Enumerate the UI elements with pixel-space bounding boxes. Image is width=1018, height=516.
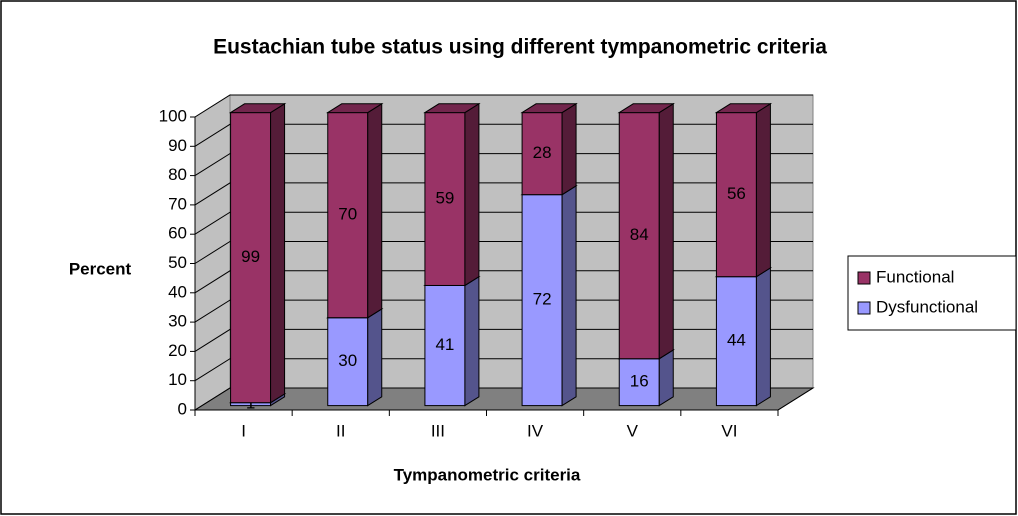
- data-label: 28: [533, 143, 552, 162]
- bar-top: [520, 103, 578, 114]
- bar-side: [561, 102, 577, 196]
- data-label: 84: [630, 225, 649, 244]
- y-tick-label: 60: [168, 224, 187, 243]
- data-label: 56: [727, 184, 746, 203]
- bar-front: [521, 194, 563, 407]
- data-label: 30: [338, 351, 357, 370]
- data-label: 44: [727, 331, 746, 350]
- bar-top: [714, 103, 773, 114]
- x-axis-title: Tympanometric criteria: [394, 465, 581, 484]
- y-tick-label: 100: [159, 106, 187, 125]
- bar-front: [424, 284, 466, 407]
- y-axis-title: Percent: [69, 259, 132, 278]
- y-tick-label: 30: [168, 312, 187, 331]
- bar-side: [658, 349, 674, 407]
- chart-title: Eustachian tube status using different t…: [213, 36, 827, 59]
- bar-side: [464, 102, 480, 287]
- y-tick-label: 10: [168, 370, 187, 389]
- bar-front: [424, 112, 466, 286]
- legend-box: [847, 255, 1017, 331]
- legend-label: Functional: [876, 267, 954, 286]
- x-tick-label: I: [241, 421, 246, 440]
- bar-side: [561, 184, 577, 407]
- bar-front: [230, 112, 272, 404]
- y-tick-label: 0: [178, 399, 187, 418]
- data-label: 72: [533, 290, 552, 309]
- y-tick-label: 70: [168, 194, 187, 213]
- bar-side: [755, 102, 771, 278]
- data-label: 70: [338, 205, 357, 224]
- x-tick-label: V: [627, 421, 639, 440]
- grid-line: [194, 270, 813, 294]
- legend-swatch: [857, 271, 871, 285]
- legend-label: Dysfunctional: [876, 297, 978, 316]
- data-label: 99: [241, 247, 260, 266]
- grid-line: [194, 387, 813, 411]
- grid-line: [194, 299, 813, 323]
- grid-line: [194, 328, 813, 352]
- grid-line: [194, 182, 813, 206]
- bar-top: [326, 103, 384, 114]
- y-tick-label: 50: [168, 253, 187, 272]
- floor-edge: [777, 387, 814, 411]
- grid-line: [194, 241, 813, 264]
- bar-side: [270, 102, 286, 404]
- bar-front: [521, 112, 563, 196]
- bar-top: [617, 103, 675, 114]
- bar-side: [464, 275, 480, 407]
- bar-front: [715, 276, 757, 407]
- bar-top: [228, 103, 287, 114]
- grid-line: [194, 94, 813, 118]
- bar-front: [327, 317, 369, 407]
- data-label: 16: [630, 372, 649, 391]
- y-tick-label: 80: [168, 165, 187, 184]
- data-label: 59: [435, 189, 454, 208]
- data-label: 41: [435, 335, 454, 354]
- bar-front: [327, 112, 369, 319]
- y-tick-label: 20: [168, 341, 187, 360]
- x-tick-label: III: [431, 421, 445, 440]
- legend-swatch: [857, 301, 871, 315]
- x-tick-label: VI: [721, 421, 737, 440]
- bar-side: [367, 102, 383, 319]
- grid-line: [194, 153, 813, 177]
- bar-front: [618, 112, 660, 360]
- grid-line: [194, 123, 813, 147]
- x-tick-label: II: [336, 421, 345, 440]
- grid-line: [194, 211, 813, 235]
- y-tick-label: 90: [168, 136, 187, 155]
- bar-side: [658, 102, 674, 360]
- bar-front: [618, 358, 660, 407]
- bar-side: [367, 307, 383, 407]
- bar-side: [755, 266, 771, 407]
- y-tick-label: 40: [168, 282, 187, 301]
- x-tick-label: IV: [527, 421, 544, 440]
- bar-top: [423, 103, 481, 114]
